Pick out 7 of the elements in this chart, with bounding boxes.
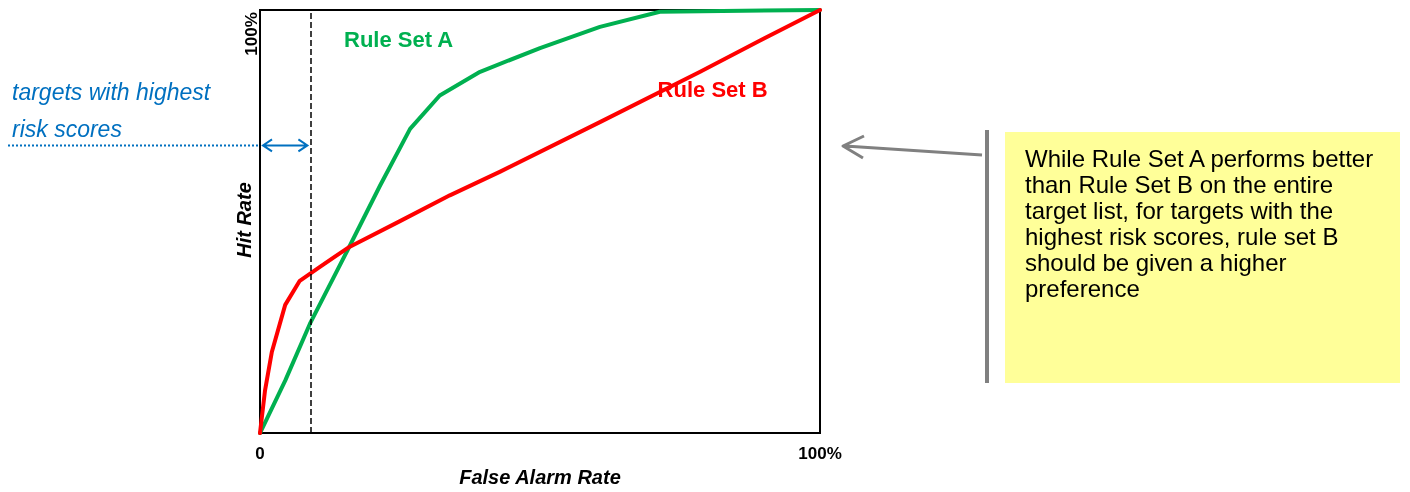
series-label: Rule Set A — [344, 26, 454, 53]
y-axis-title: Hit Rate — [233, 181, 256, 260]
x-tick-label: 0 — [255, 444, 265, 464]
x-axis-title: False Alarm Rate — [459, 466, 621, 488]
text: targets with highest risk scores — [12, 78, 212, 144]
annotation: 100% — [241, 12, 262, 56]
text: While Rule Set A performs better than Rule Set B on the entire target list, for targets with the highest risk scores, rule set B should be given a higher preference — [1005, 132, 1400, 383]
